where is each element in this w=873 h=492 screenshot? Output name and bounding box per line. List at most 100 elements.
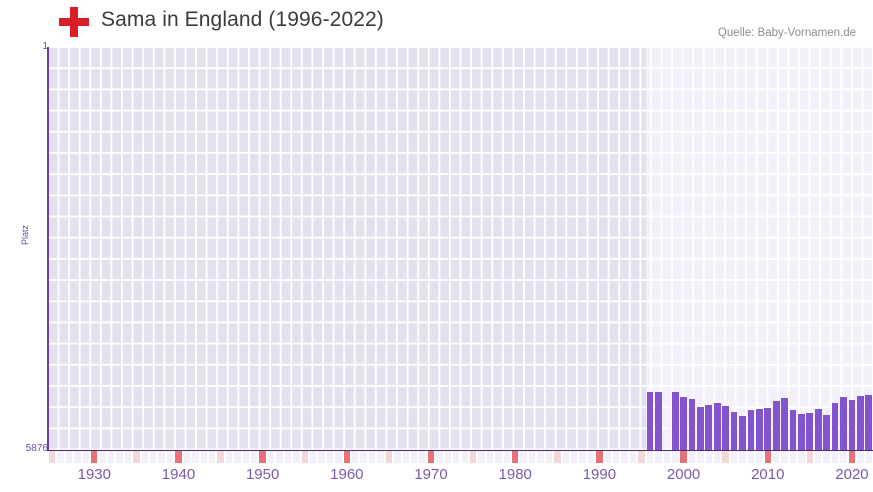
tick-minor-2003: [705, 451, 713, 463]
bar-2004[interactable]: [713, 403, 721, 450]
tick-minor-1952: [276, 451, 283, 463]
bar-2013[interactable]: [789, 410, 797, 450]
tick-minor-1931: [99, 451, 106, 463]
tick-minor-1998: [663, 451, 670, 463]
x-tick-strip: [48, 451, 873, 463]
bar-2021[interactable]: [857, 396, 864, 450]
bar-2000[interactable]: [680, 397, 687, 450]
tick-minor-2008: [747, 451, 755, 463]
bar-2020[interactable]: [848, 400, 856, 450]
bar-2012[interactable]: [781, 398, 788, 450]
bar-1996[interactable]: [646, 392, 654, 450]
bar-2010[interactable]: [764, 408, 772, 450]
tick-minor-1939: [166, 451, 174, 463]
bar-2006[interactable]: [730, 412, 738, 450]
tick-minor-1991: [604, 451, 612, 463]
tick-minor-2001: [688, 451, 696, 463]
tick-minor-1996: [646, 451, 654, 463]
tick-minor-1964: [377, 451, 384, 463]
bar-2017[interactable]: [823, 415, 831, 450]
tick-minor-1988: [579, 451, 586, 463]
tick-minor-1962: [360, 451, 367, 463]
tick-minor-2013: [789, 451, 797, 463]
bar-2018[interactable]: [831, 403, 839, 450]
bar-2005[interactable]: [722, 406, 730, 450]
tick-half-1985: [554, 451, 561, 463]
bar-2022[interactable]: [865, 395, 873, 450]
tick-minor-2004: [714, 451, 721, 463]
tick-minor-1928: [74, 451, 81, 463]
tick-minor-1983: [537, 451, 544, 463]
bar-2019[interactable]: [840, 397, 847, 450]
england-flag-icon: [58, 6, 90, 38]
x-axis-label-2000: 2000: [666, 466, 701, 483]
bar-2007[interactable]: [739, 416, 746, 450]
tick-minor-1981: [520, 451, 527, 463]
bar-2001[interactable]: [688, 399, 696, 450]
tick-minor-1943: [200, 451, 207, 463]
x-axis-label-1970: 1970: [414, 466, 448, 483]
tick-minor-1949: [251, 451, 258, 463]
bar-2009[interactable]: [755, 409, 763, 450]
tick-minor-1963: [368, 451, 376, 463]
tick-minor-2017: [823, 451, 830, 463]
tick-minor-1967: [402, 451, 409, 463]
tick-minor-1946: [225, 451, 233, 463]
x-axis-label-2020: 2020: [835, 466, 869, 483]
tick-minor-2016: [815, 451, 822, 463]
tick-minor-1933: [116, 451, 123, 463]
tick-minor-1976: [478, 451, 485, 463]
x-axis-label-1940: 1940: [161, 466, 196, 483]
tick-minor-1951: [267, 451, 275, 463]
tick-minor-1957: [318, 451, 325, 463]
tick-major-2000: [680, 451, 687, 463]
plot-area: [48, 47, 873, 450]
tick-minor-1927: [65, 451, 73, 463]
tick-minor-2006: [730, 451, 738, 463]
tick-major-1990: [596, 451, 603, 463]
tick-minor-1987: [570, 451, 578, 463]
bar-2011[interactable]: [772, 401, 780, 450]
bar-2008[interactable]: [747, 410, 755, 450]
tick-minor-1992: [613, 451, 620, 463]
tick-minor-2014: [798, 451, 805, 463]
tick-minor-1974: [461, 451, 468, 463]
tick-minor-2009: [756, 451, 763, 463]
bar-1999[interactable]: [671, 392, 679, 450]
tick-minor-1944: [208, 451, 216, 463]
tick-major-1930: [91, 451, 98, 463]
tick-minor-1979: [503, 451, 510, 463]
bar-2016[interactable]: [814, 409, 822, 450]
tick-major-2020: [848, 451, 856, 463]
bar-1997[interactable]: [654, 392, 662, 450]
tick-minor-1971: [436, 451, 443, 463]
bar-series: [48, 47, 873, 450]
tick-minor-1959: [335, 451, 342, 463]
tick-minor-1948: [242, 451, 250, 463]
bar-2015[interactable]: [806, 413, 814, 450]
x-axis-label-1990: 1990: [582, 466, 617, 483]
bar-2014[interactable]: [798, 414, 805, 450]
tick-minor-1978: [495, 451, 502, 463]
tick-half-1995: [638, 451, 645, 463]
bar-2002[interactable]: [697, 407, 704, 450]
bar-2003[interactable]: [705, 405, 713, 450]
x-axis-label-1950: 1950: [245, 466, 280, 483]
tick-minor-2018: [831, 451, 839, 463]
x-axis-label-1960: 1960: [330, 466, 364, 483]
source-credit: Quelle: Baby-Vornamen.de: [717, 27, 856, 39]
tick-half-2015: [806, 451, 814, 463]
tick-half-1925: [49, 451, 56, 463]
tick-minor-1968: [410, 451, 418, 463]
tick-major-1980: [512, 451, 519, 463]
tick-minor-1999: [671, 451, 679, 463]
tick-minor-1947: [234, 451, 241, 463]
tick-minor-2011: [772, 451, 780, 463]
tick-minor-2002: [697, 451, 704, 463]
x-axis-label-2010: 2010: [751, 466, 785, 483]
tick-minor-1934: [124, 451, 132, 463]
tick-minor-1973: [453, 451, 460, 463]
tick-minor-1941: [183, 451, 191, 463]
tick-minor-1929: [82, 451, 90, 463]
